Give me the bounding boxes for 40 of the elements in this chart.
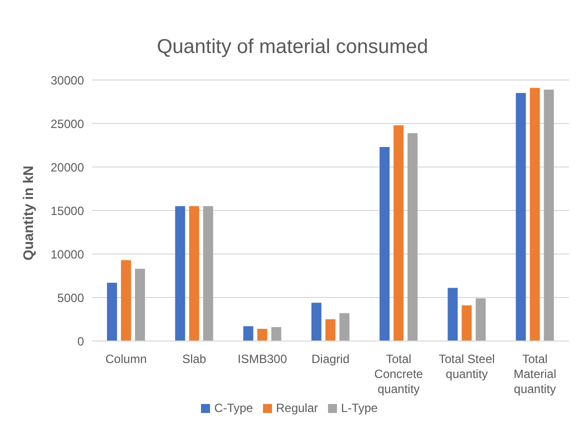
bar [530, 88, 540, 341]
y-tick-label: 5000 [57, 290, 84, 305]
x-tick-label: ISMB300 [238, 352, 288, 366]
legend-label: L-Type [341, 401, 378, 415]
y-tick-label: 10000 [50, 247, 84, 262]
bar [394, 125, 404, 341]
bar [243, 326, 254, 341]
x-tick-label: Diagrid [311, 352, 350, 366]
x-tick-label: Total Steel quantity [438, 352, 495, 381]
bar [120, 260, 131, 341]
bar [476, 298, 486, 341]
bar [175, 206, 186, 341]
x-tick-label: Slab [182, 352, 207, 366]
bar [311, 302, 322, 341]
y-tick-label: 25000 [50, 116, 84, 131]
y-tick-label: 0 [77, 334, 84, 348]
bar [448, 288, 458, 341]
bar [106, 282, 117, 341]
bar [189, 206, 200, 341]
bar [380, 146, 390, 341]
y-tick-label: 30000 [50, 73, 84, 88]
legend-label: C-Type [214, 401, 253, 415]
y-tick-label: 20000 [50, 160, 84, 174]
bar [544, 90, 554, 341]
bar [408, 133, 418, 341]
chart-title: Quantity of material consumed [156, 35, 430, 60]
x-tick-label: Total Material quantity [514, 352, 556, 396]
bar [516, 93, 526, 341]
x-tick-label: Total Concrete quantity [374, 352, 424, 396]
bar [325, 319, 336, 341]
y-axis-title: Quantity in kN [20, 166, 36, 260]
y-tick-label: 15000 [50, 204, 84, 218]
bar [462, 305, 472, 341]
bar [257, 328, 268, 341]
legend-label: Regular [276, 401, 318, 415]
bar [271, 327, 282, 341]
bar [134, 268, 145, 341]
x-tick-label: Column [105, 352, 147, 366]
bar [203, 206, 214, 341]
bar [339, 313, 350, 341]
